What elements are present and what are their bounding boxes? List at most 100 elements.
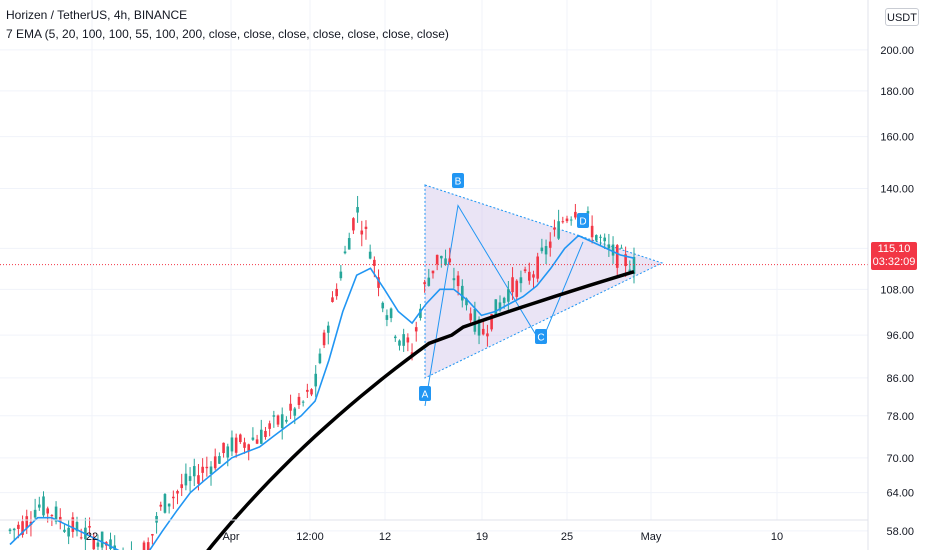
y-tick-label: 160.00 xyxy=(880,132,914,144)
candle-body xyxy=(435,254,439,265)
candle-body xyxy=(297,396,301,405)
candle-body xyxy=(519,277,523,284)
candle-body xyxy=(264,430,267,438)
candle-body xyxy=(251,437,255,440)
x-tick-label: 25 xyxy=(561,531,573,543)
candle-body xyxy=(389,308,393,319)
candle-body xyxy=(406,337,410,343)
candle-body xyxy=(247,444,251,452)
candle-body xyxy=(159,504,163,507)
candle-body xyxy=(201,466,204,473)
y-tick-label: 86.00 xyxy=(886,373,914,385)
y-tick-label: 70.00 xyxy=(886,453,914,465)
candle-body xyxy=(335,288,338,297)
candle-body xyxy=(352,218,355,231)
candle-body xyxy=(331,297,334,302)
candle-body xyxy=(318,353,322,364)
y-tick-label: 78.00 xyxy=(886,411,914,423)
candle-body xyxy=(343,251,347,254)
candle-body xyxy=(364,226,368,229)
candle-body xyxy=(586,211,590,214)
indicator-legend[interactable]: 7 EMA (5, 20, 100, 100, 55, 100, 200, cl… xyxy=(6,27,449,41)
candle-body xyxy=(184,473,188,486)
candle-body xyxy=(12,528,16,531)
y-tick-label: 140.00 xyxy=(880,183,914,195)
candle-body xyxy=(465,298,468,306)
candle-body xyxy=(92,536,96,550)
price-axis[interactable]: 200.00180.00160.00140.00120.00108.0096.0… xyxy=(867,0,914,550)
x-tick-label: Apr xyxy=(222,531,239,543)
candle-body xyxy=(151,534,154,536)
candle-body xyxy=(574,211,577,218)
candle-body xyxy=(310,389,313,395)
candle-body xyxy=(272,415,276,417)
candle-body xyxy=(356,207,359,213)
candle-body xyxy=(314,373,318,387)
candle-body xyxy=(569,219,573,221)
candle-body xyxy=(146,542,150,550)
candle-body xyxy=(477,319,481,336)
last-price-value: 115.10 xyxy=(877,243,911,255)
last-price-badge: 115.10 03:32:09 xyxy=(871,242,917,270)
pattern-label-d: D xyxy=(579,217,586,228)
candle-body xyxy=(440,255,443,259)
grid xyxy=(0,0,868,532)
candle-body xyxy=(498,302,502,311)
candle-body xyxy=(431,270,435,274)
candle-body xyxy=(561,221,565,223)
candle-body xyxy=(486,333,489,337)
time-axis[interactable]: 22 Apr 12:00 12 19 25 May 10 xyxy=(0,519,868,543)
candle-body xyxy=(46,508,49,514)
candle-body xyxy=(624,254,627,267)
candle-body xyxy=(326,325,330,333)
x-tick-label: 10 xyxy=(771,531,783,543)
candle-body xyxy=(42,496,45,516)
x-tick-label: 19 xyxy=(476,531,488,543)
candle-body xyxy=(79,537,83,539)
candle-body xyxy=(205,466,209,469)
candle-body xyxy=(611,244,615,256)
ema-lines xyxy=(9,234,635,550)
candle-body xyxy=(515,280,519,297)
y-tick-label: 64.00 xyxy=(886,488,914,500)
candle-body xyxy=(490,314,493,330)
candle-body xyxy=(71,517,75,532)
candle-body xyxy=(322,332,326,346)
x-tick-label: 12 xyxy=(379,531,391,543)
candle-body xyxy=(548,241,552,248)
candle-body xyxy=(96,542,100,547)
pattern-label-c: C xyxy=(537,333,544,344)
candle-body xyxy=(306,389,309,392)
candle-body xyxy=(615,245,619,268)
pattern-labels: A B C D xyxy=(419,173,589,401)
currency-button[interactable]: USDT xyxy=(885,8,919,26)
ema-20-line xyxy=(9,234,635,550)
candle-body xyxy=(620,247,623,249)
candle-body xyxy=(599,236,602,238)
y-tick-label: 96.00 xyxy=(886,330,914,342)
candle-body xyxy=(536,256,539,279)
x-tick-label: May xyxy=(641,531,662,543)
candle-body xyxy=(444,258,447,265)
candle-body xyxy=(553,227,556,230)
pattern-label-c-bg xyxy=(535,329,547,344)
candle-body xyxy=(632,256,636,274)
candle-body xyxy=(243,442,246,448)
candle-body xyxy=(155,515,158,523)
pattern-label-a: A xyxy=(422,390,429,401)
candle-body xyxy=(218,456,221,464)
candle-body xyxy=(280,414,284,429)
candle-body xyxy=(213,456,217,469)
candle-body xyxy=(63,529,66,532)
candle-body xyxy=(398,340,401,346)
candle-body xyxy=(88,526,91,528)
candle-body xyxy=(180,484,184,489)
candle-body xyxy=(163,494,167,513)
candle-body xyxy=(414,327,418,332)
candle-body xyxy=(239,434,242,443)
candle-body xyxy=(452,278,456,281)
pattern-label-b: B xyxy=(455,177,462,188)
candle-body xyxy=(511,277,514,293)
candle-body xyxy=(21,521,24,535)
